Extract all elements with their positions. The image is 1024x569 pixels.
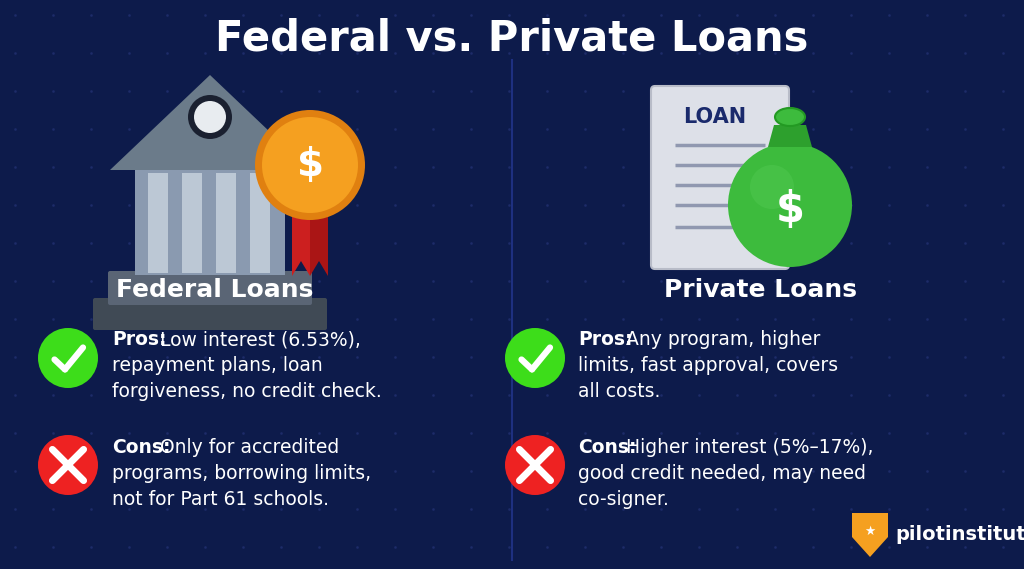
- Text: Cons:: Cons:: [578, 438, 637, 457]
- FancyBboxPatch shape: [651, 86, 790, 269]
- FancyBboxPatch shape: [216, 173, 236, 273]
- Circle shape: [255, 110, 365, 220]
- Polygon shape: [310, 211, 328, 276]
- Polygon shape: [110, 75, 310, 170]
- FancyBboxPatch shape: [148, 173, 168, 273]
- Text: Federal Loans: Federal Loans: [117, 278, 313, 302]
- Circle shape: [505, 328, 565, 388]
- Text: Only for accredited: Only for accredited: [155, 438, 340, 457]
- FancyBboxPatch shape: [182, 173, 202, 273]
- Text: Cons:: Cons:: [112, 438, 171, 457]
- Text: Private Loans: Private Loans: [664, 278, 856, 302]
- Circle shape: [38, 435, 98, 495]
- Circle shape: [188, 95, 232, 139]
- Text: limits, fast approval, covers: limits, fast approval, covers: [578, 356, 838, 375]
- Circle shape: [505, 435, 565, 495]
- Circle shape: [728, 143, 852, 267]
- Text: pilotinstitute: pilotinstitute: [895, 526, 1024, 545]
- Text: $: $: [297, 146, 324, 184]
- Text: Low interest (6.53%),: Low interest (6.53%),: [155, 330, 361, 349]
- Text: Pros:: Pros:: [578, 330, 633, 349]
- Text: Federal vs. Private Loans: Federal vs. Private Loans: [215, 17, 809, 59]
- Text: all costs.: all costs.: [578, 382, 660, 401]
- Text: co-signer.: co-signer.: [578, 490, 669, 509]
- Polygon shape: [292, 211, 310, 276]
- Text: ★: ★: [864, 525, 876, 538]
- FancyBboxPatch shape: [135, 170, 285, 275]
- Text: LOAN: LOAN: [683, 107, 746, 127]
- Text: Pros:: Pros:: [112, 330, 167, 349]
- Text: Higher interest (5%–17%),: Higher interest (5%–17%),: [621, 438, 874, 457]
- Text: forgiveness, no credit check.: forgiveness, no credit check.: [112, 382, 382, 401]
- FancyBboxPatch shape: [250, 173, 270, 273]
- FancyBboxPatch shape: [108, 271, 312, 305]
- Polygon shape: [852, 513, 888, 557]
- Text: not for Part 61 schools.: not for Part 61 schools.: [112, 490, 329, 509]
- Text: programs, borrowing limits,: programs, borrowing limits,: [112, 464, 371, 483]
- Circle shape: [194, 101, 226, 133]
- Circle shape: [38, 328, 98, 388]
- Text: $: $: [775, 189, 805, 231]
- Polygon shape: [768, 125, 812, 147]
- Circle shape: [750, 165, 794, 209]
- Circle shape: [262, 117, 358, 213]
- Ellipse shape: [775, 108, 805, 126]
- FancyBboxPatch shape: [93, 298, 327, 330]
- Text: Any program, higher: Any program, higher: [621, 330, 821, 349]
- Text: good credit needed, may need: good credit needed, may need: [578, 464, 866, 483]
- Text: repayment plans, loan: repayment plans, loan: [112, 356, 323, 375]
